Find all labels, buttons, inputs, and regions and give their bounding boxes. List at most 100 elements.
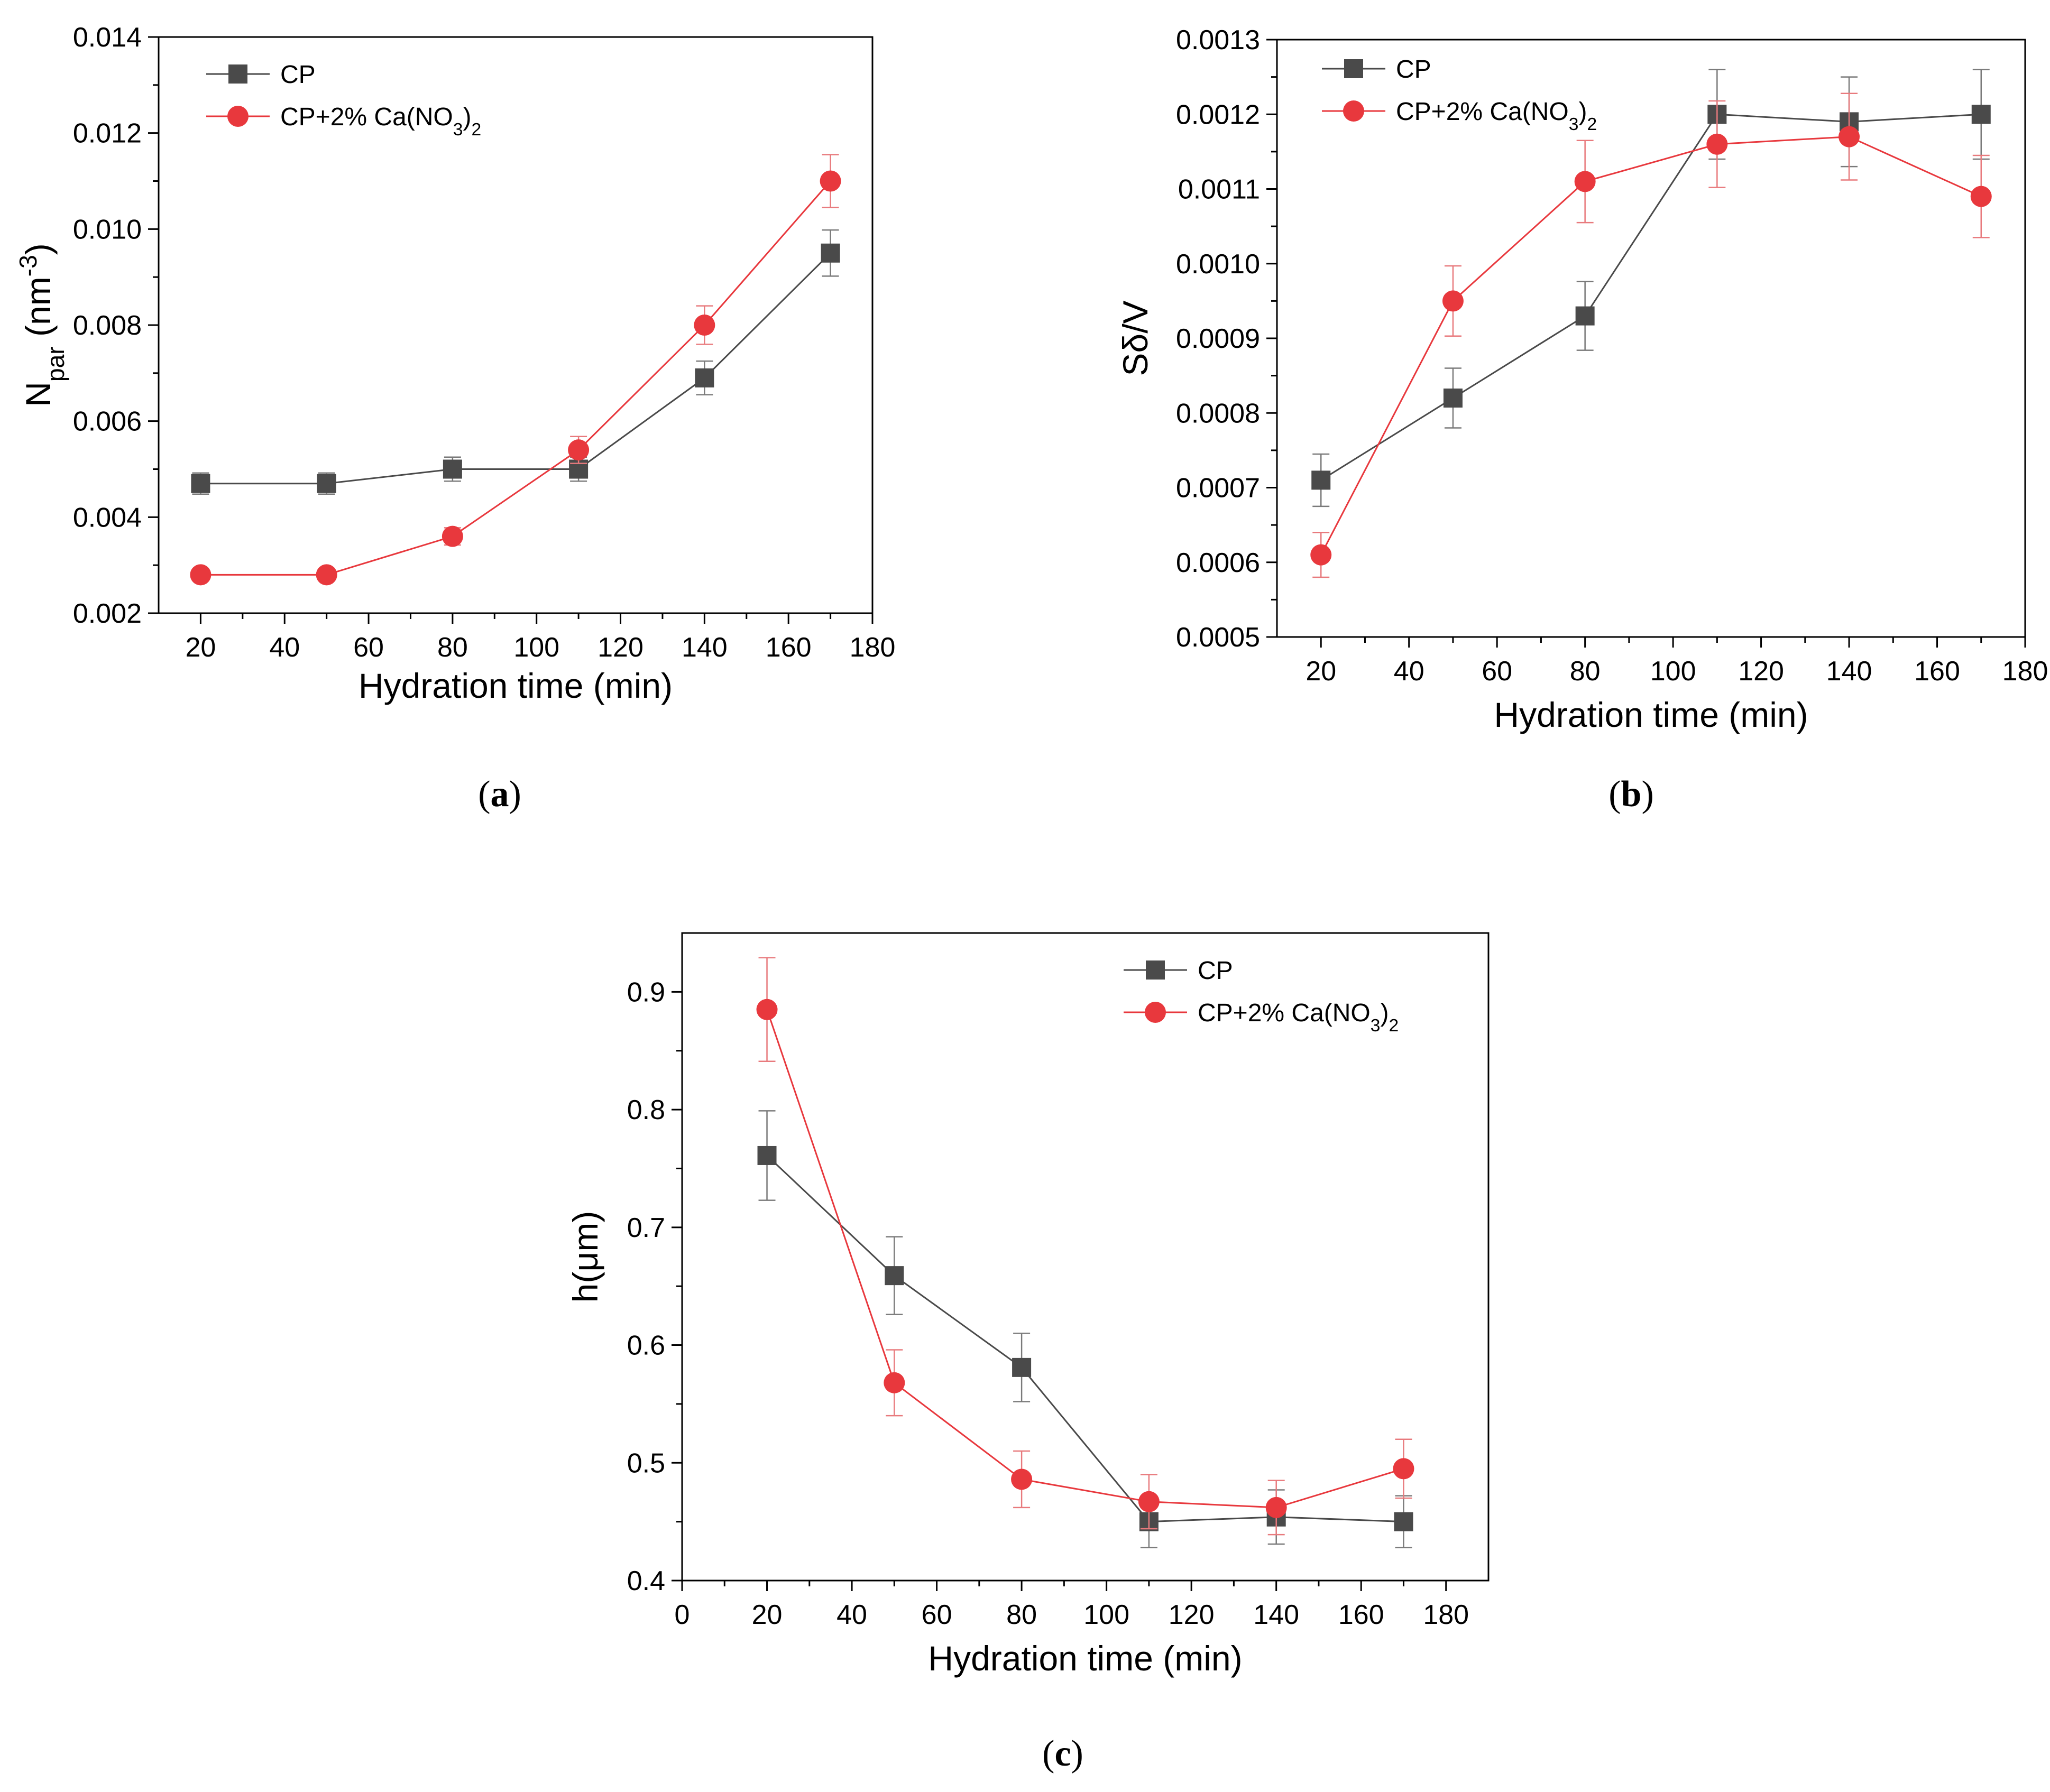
y-tick-label: 0.6 — [627, 1331, 665, 1361]
y-axis-title-part: (nm — [19, 276, 58, 346]
series-line — [1320, 113, 1981, 481]
y-tick-label: 0.4 — [627, 1566, 665, 1596]
y-tick-label: 0.8 — [627, 1095, 665, 1125]
data-point — [1012, 1357, 1032, 1377]
y-tick-label: 0.0009 — [1176, 324, 1260, 354]
legend-label-part: CP+2% Ca(NO — [280, 103, 453, 131]
x-tick-label: 80 — [437, 632, 468, 663]
x-tick-label: 40 — [269, 632, 300, 663]
legend-label-part: 3 — [453, 120, 463, 140]
legend-marker — [1344, 59, 1363, 78]
y-tick-label: 0.008 — [73, 310, 142, 341]
caption-paren: ( — [1608, 774, 1621, 815]
y-tick-label: 0.9 — [627, 977, 665, 1008]
caption-letter: c — [1054, 1733, 1071, 1774]
x-tick-label: 160 — [1338, 1600, 1384, 1630]
x-tick-label: 160 — [766, 632, 812, 663]
data-point — [1393, 1458, 1414, 1480]
series-line — [200, 180, 831, 576]
series-cp-ca-no3 — [190, 154, 841, 586]
legend-marker — [228, 64, 247, 84]
x-tick-label: 180 — [850, 632, 896, 663]
y-axis-title: Sδ/V — [1116, 300, 1155, 376]
legend-label: CP — [1396, 56, 1431, 84]
data-point — [1971, 105, 1991, 124]
x-tick-label: 120 — [1738, 656, 1784, 687]
series-line — [200, 252, 831, 485]
series-cp — [1311, 69, 1991, 507]
series-line — [1320, 136, 1982, 556]
legend-label-part: ) — [1578, 98, 1587, 126]
legend: CP CP+2% Ca(NO3)2 — [1322, 56, 1597, 134]
y-tick-label: 0.0008 — [1176, 398, 1260, 429]
y-axis-title-part: Sδ/V — [1116, 300, 1155, 376]
data-point — [191, 474, 210, 493]
chart-panel-a: 20 40 60 80 100 120 140 160 180 0.002 0.004 0.006 0.… — [14, 22, 895, 815]
y-tick-label: 0.7 — [627, 1213, 665, 1243]
x-axis-title: Hydration time (min) — [928, 1639, 1242, 1678]
x-tick-label: 100 — [513, 632, 559, 663]
y-axis-title-part: ) — [19, 243, 58, 255]
legend-label-part: CP — [1198, 957, 1233, 985]
data-point — [1310, 544, 1332, 566]
x-tick-label: 0 — [675, 1600, 690, 1630]
x-tick-label: 60 — [922, 1600, 952, 1630]
caption-paren: ) — [1071, 1733, 1083, 1774]
x-tick-label: 100 — [1650, 656, 1696, 687]
legend-label-part: ) — [1380, 999, 1389, 1027]
x-tick-label: 140 — [1253, 1600, 1299, 1630]
data-point — [1394, 1512, 1413, 1531]
plot-frame — [681, 932, 1490, 1582]
y-tick-label: 0.0013 — [1176, 25, 1260, 56]
y-tick-label: 0.0010 — [1176, 249, 1260, 280]
x-tick-label: 140 — [1826, 656, 1872, 687]
x-tick-label: 40 — [1394, 656, 1424, 687]
legend: CP CP+2% Ca(NO3)2 — [206, 61, 481, 140]
legend-label: CP+2% Ca(NO3)2 — [1396, 98, 1597, 134]
caption-paren: ( — [478, 774, 490, 815]
chart-panel-b: 20 40 60 80 100 120 140 160 180 0.0005 0.0006 0.000… — [1116, 25, 2048, 815]
x-tick-label: 60 — [1482, 656, 1512, 687]
data-point — [757, 1146, 777, 1165]
x-tick-label: 180 — [1423, 1600, 1469, 1630]
data-point — [1575, 306, 1595, 326]
data-point — [1011, 1468, 1033, 1490]
data-point — [1970, 186, 1992, 207]
legend: CP CP+2% Ca(NO3)2 — [1124, 957, 1399, 1036]
chart-panel-c: 0 20 40 60 80 100 120 140 160 180 0.4 0.5 0.6 0.7 0.8 0… — [566, 932, 1490, 1774]
data-point — [1838, 126, 1860, 147]
data-point — [1311, 470, 1331, 490]
data-point — [1443, 389, 1463, 408]
y-tick-label: 0.012 — [73, 118, 142, 149]
panel-caption: (c) — [1042, 1733, 1083, 1774]
y-tick-label: 0.0012 — [1176, 99, 1260, 130]
y-tick-label: 0.002 — [73, 598, 142, 629]
x-tick-label: 20 — [1306, 656, 1336, 687]
data-point — [1138, 1491, 1160, 1512]
legend-label-part: 2 — [1587, 115, 1597, 134]
data-point — [1706, 133, 1728, 155]
legend-label-part: CP — [280, 61, 316, 89]
legend-label-part: 2 — [471, 120, 481, 140]
caption-paren: ( — [1042, 1733, 1054, 1774]
x-tick-label: 180 — [2002, 656, 2048, 687]
caption-letter: b — [1621, 774, 1642, 815]
x-axis-title: Hydration time (min) — [358, 666, 673, 705]
data-point — [1265, 1497, 1287, 1518]
x-axis-title: Hydration time (min) — [1494, 695, 1808, 734]
data-point — [316, 564, 337, 586]
y-axis-title: Npar (nm-3) — [14, 243, 69, 407]
legend-label-part: CP+2% Ca(NO — [1198, 999, 1371, 1027]
data-point — [695, 368, 714, 387]
series-cp — [191, 229, 840, 495]
data-point — [317, 474, 336, 493]
y-axis-title-part: -3 — [14, 255, 42, 276]
legend-label: CP+2% Ca(NO3)2 — [1198, 999, 1399, 1036]
x-tick-label: 120 — [597, 632, 644, 663]
x-tick-label: 60 — [353, 632, 384, 663]
legend-marker — [1145, 1002, 1166, 1023]
data-point — [884, 1372, 905, 1393]
data-point — [442, 525, 463, 547]
legend-label-part: 3 — [1569, 115, 1579, 134]
caption-letter: a — [491, 774, 509, 815]
